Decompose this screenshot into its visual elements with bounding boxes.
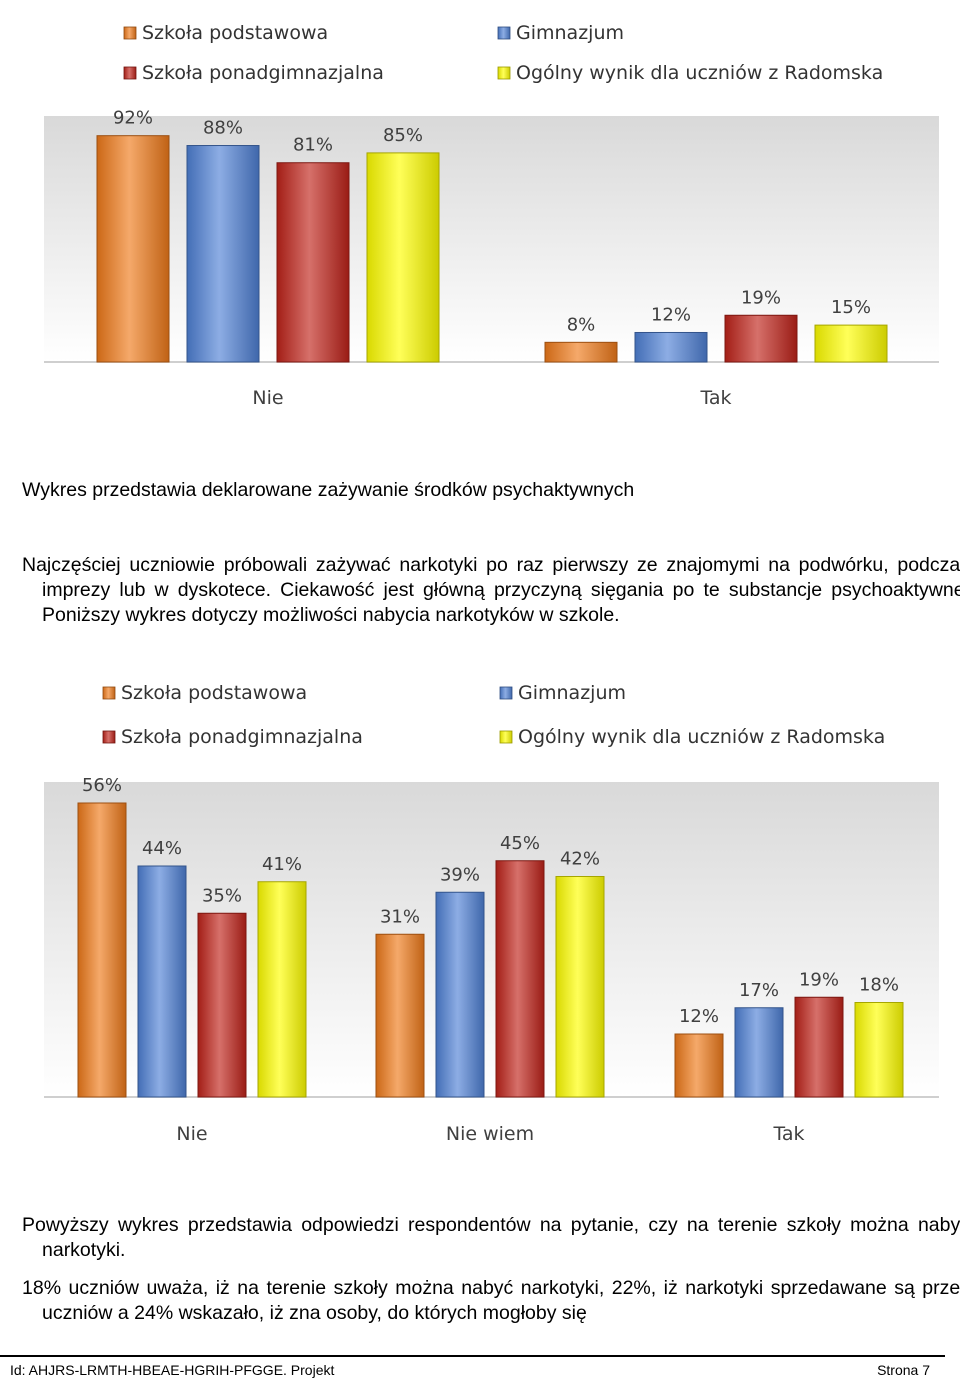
legend-swatch-2 [123,66,137,80]
legend-label-1: Gimnazjum [518,682,626,704]
bar-nie-series-1 [137,865,187,1098]
data-label-nie-wiem-series-0: 31% [380,906,420,927]
data-label-tak-series-3: 18% [859,975,899,996]
data-label-tak-series-3: 15% [831,297,871,318]
data-label-nie-wiem-series-2: 45% [500,833,540,854]
plot-area [44,782,939,1097]
category-label-tak: Tak [699,387,731,409]
chart-drug-use: Szkoła podstawowa Gimnazjum Szkoła ponadgi… [0,0,960,430]
bar-tak-series-2 [724,314,798,363]
legend-swatch-3 [497,66,511,80]
category-label-nie-wiem: Nie wiem [446,1123,534,1145]
data-label-nie-series-0: 56% [82,775,122,796]
paragraph-intro: Najczęściej uczniowie próbowali zażywać … [22,554,960,626]
bar-tak-series-0 [674,1033,724,1098]
bar-nie-series-3 [257,881,307,1098]
caption-chart-1: Wykres przedstawia deklarowane zażywanie… [22,479,635,501]
data-label-nie-wiem-series-1: 39% [440,864,480,885]
bar-nie-series-2 [197,912,247,1098]
legend-label-2: Szkoła ponadgimnazjalna [121,726,363,748]
category-label-nie: Nie [176,1123,207,1145]
bar-tak-series-1 [634,331,708,363]
legend-swatch-3 [499,730,513,744]
data-label-nie-series-0: 92% [113,108,153,129]
legend-label-0: Szkoła podstawowa [142,22,328,44]
legend-label-3: Ogólny wynik dla uczniów z Radomska [518,726,885,748]
chart-drug-availability: Szkoła podstawowa Gimnazjum Szkoła ponadgi… [0,670,960,1150]
footer-divider [0,1355,945,1357]
plot-area [44,116,939,362]
data-label-nie-series-1: 88% [203,118,243,139]
legend-swatch-2 [102,730,116,744]
bar-tak-series-1 [734,1007,784,1098]
bar-nie-series-1 [186,145,260,363]
legend-swatch-0 [102,686,116,700]
data-label-tak-series-0: 12% [679,1006,719,1027]
data-label-nie-series-1: 44% [142,838,182,859]
legend-label-0: Szkoła podstawowa [121,682,307,704]
data-label-tak-series-2: 19% [741,287,781,308]
data-label-nie-series-3: 41% [262,854,302,875]
bar-nie-wiem-series-1 [435,891,485,1098]
data-label-tak-series-0: 8% [567,314,596,335]
category-label-nie: Nie [252,387,283,409]
legend-swatch-1 [499,686,513,700]
category-label-tak: Tak [772,1123,804,1145]
caption-chart-2: Powyższy wykres przedstawia odpowiedzi r… [22,1214,960,1261]
legend-label-2: Szkoła ponadgimnazjalna [142,62,384,84]
footer-document-id: Id: AHJRS-LRMTH-HBEAE-HGRIH-PFGGE. Proje… [10,1362,335,1378]
data-label-nie-series-2: 35% [202,885,242,906]
data-label-nie-series-3: 85% [383,125,423,146]
bar-tak-series-2 [794,996,844,1098]
footer-page-number: Strona 7 [877,1362,930,1378]
bar-nie-series-0 [96,135,170,363]
data-label-nie-wiem-series-3: 42% [560,849,600,870]
bar-nie-series-2 [276,162,350,363]
bar-nie-wiem-series-2 [495,860,545,1098]
data-label-tak-series-2: 19% [799,969,839,990]
legend-swatch-1 [497,26,511,40]
bar-nie-wiem-series-3 [555,876,605,1098]
chart-drug-use-svg: Szkoła podstawowa Gimnazjum Szkoła ponadgi… [44,22,939,409]
bar-tak-series-0 [544,341,618,363]
bar-nie-series-0 [77,802,127,1098]
bar-tak-series-3 [854,1002,904,1098]
legend-label-1: Gimnazjum [516,22,624,44]
paragraph-findings: 18% uczniów uważa, iż na terenie szkoły … [22,1277,960,1324]
data-label-tak-series-1: 12% [651,304,691,325]
chart-drug-availability-svg: Szkoła podstawowa Gimnazjum Szkoła ponadgi… [44,682,939,1145]
bar-tak-series-3 [814,324,888,363]
data-label-tak-series-1: 17% [739,980,779,1001]
legend-label-3: Ogólny wynik dla uczniów z Radomska [516,62,883,84]
data-label-nie-series-2: 81% [293,135,333,156]
bar-nie-wiem-series-0 [375,933,425,1098]
legend-swatch-0 [123,26,137,40]
bar-nie-series-3 [366,152,440,363]
